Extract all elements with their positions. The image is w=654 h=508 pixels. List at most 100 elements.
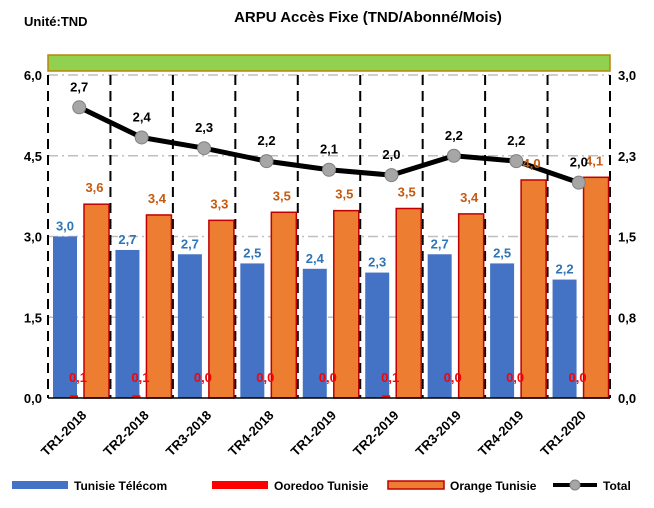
total-point <box>134 130 149 145</box>
bar-tunisie-telecom <box>177 254 202 398</box>
y-left-tick-label: 3,0 <box>24 230 42 245</box>
data-label-tunisie-telecom: 2,5 <box>493 245 511 260</box>
data-label-ooredoo: 0,0 <box>506 370 524 385</box>
bar-tunisie-telecom <box>115 249 140 398</box>
bar-orange <box>83 203 110 399</box>
x-tick-label: TR1-2020 <box>537 408 588 459</box>
data-label-total: 2,0 <box>570 155 588 170</box>
x-tick-label: TR1-2018 <box>38 408 89 459</box>
unit-label: Unité:TND <box>24 14 88 29</box>
data-label-total: 2,7 <box>70 79 88 94</box>
bar-ooredoo <box>132 395 141 398</box>
bar-orange <box>270 211 298 399</box>
title-banner <box>47 54 611 72</box>
data-label-orange: 3,3 <box>210 196 228 211</box>
data-label-total: 2,3 <box>195 120 213 135</box>
data-label-tunisie-telecom: 2,5 <box>243 245 261 260</box>
data-label-orange: 4,1 <box>585 153 603 168</box>
y-left-tick-label: 1,5 <box>24 310 42 325</box>
data-label-tunisie-telecom: 2,7 <box>118 232 136 247</box>
data-label-total: 2,2 <box>507 133 525 148</box>
bar-tunisie-telecom <box>240 263 265 398</box>
x-tick-label: TR4-2019 <box>475 408 526 459</box>
data-label-orange: 3,5 <box>335 187 353 202</box>
data-label-ooredoo: 0,1 <box>69 370 87 385</box>
total-point <box>322 162 336 177</box>
y-left-tick-label: 4,5 <box>24 149 42 164</box>
x-tick-label: TR4-2018 <box>225 408 276 459</box>
y-right-tick-label: 0,8 <box>618 310 636 325</box>
legend-label: Orange Tunisie <box>450 479 537 493</box>
total-point <box>446 148 461 163</box>
gridlines <box>47 74 611 398</box>
data-label-tunisie-telecom: 2,3 <box>368 255 386 270</box>
bar-orange <box>582 176 610 399</box>
data-label-total: 2,1 <box>320 142 338 157</box>
data-labels: 3,0 0,1 3,6 2,7 0,1 3,4 2,7 0,0 3,3 2,5 0,0 3,5 2,4 0… <box>56 79 603 385</box>
total-point <box>571 175 586 190</box>
bar-orange <box>208 219 235 399</box>
legend-label: Ooredoo Tunisie <box>274 479 369 493</box>
legend-label: Total <box>603 479 631 493</box>
bar-tunisie-telecom <box>365 272 390 398</box>
data-label-total: 2,2 <box>445 128 463 143</box>
data-label-orange: 4,0 <box>523 156 541 171</box>
data-label-ooredoo: 0,0 <box>569 370 587 385</box>
data-label-total: 2,2 <box>258 133 276 148</box>
bar-ooredoo <box>70 395 78 398</box>
legend-marker <box>569 479 581 491</box>
x-tick-label: TR1-2019 <box>288 408 339 459</box>
bar-tunisie-telecom <box>490 263 515 398</box>
total-point <box>509 154 524 169</box>
y-right-tick-label: 1,5 <box>618 230 636 245</box>
y-left-tick-label: 0,0 <box>24 391 42 406</box>
bar-marks <box>53 176 610 399</box>
legend-item-ooredoo: Ooredoo Tunisie <box>212 479 369 493</box>
total-point <box>259 154 274 169</box>
legend-swatch <box>12 481 68 489</box>
bar-orange <box>457 213 485 399</box>
data-label-orange: 3,4 <box>460 190 479 205</box>
bar-tunisie-telecom <box>427 254 452 398</box>
bar-tunisie-telecom <box>302 268 327 398</box>
data-label-orange: 3,5 <box>273 188 291 203</box>
data-label-ooredoo: 0,0 <box>256 370 274 385</box>
x-tick-label: TR3-2019 <box>413 408 464 459</box>
legend: Tunisie Télécom Ooredoo Tunisie Orange Tun… <box>12 479 631 493</box>
data-label-orange: 3,5 <box>398 185 416 200</box>
data-label-orange: 3,4 <box>148 191 167 206</box>
legend-swatch <box>387 480 445 490</box>
legend-label: Tunisie Télécom <box>74 479 167 493</box>
legend-item-orange: Orange Tunisie <box>387 479 537 493</box>
bar-orange <box>520 179 547 399</box>
data-label-ooredoo: 0,0 <box>319 370 337 385</box>
legend-item-tunisie-telecom: Tunisie Télécom <box>12 479 167 493</box>
y-right-tick-label: 0,0 <box>618 391 636 406</box>
chart-title: ARPU Accès Fixe (TND/Abonné/Mois) <box>234 9 502 26</box>
data-label-tunisie-telecom: 2,7 <box>181 236 199 251</box>
bar-tunisie-telecom <box>53 236 77 398</box>
data-label-orange: 3,6 <box>85 180 103 195</box>
total-line <box>72 100 586 190</box>
bar-tunisie-telecom <box>552 279 577 398</box>
legend-swatch <box>212 481 268 489</box>
data-label-tunisie-telecom: 2,2 <box>556 262 574 277</box>
x-tick-label: TR2-2018 <box>100 408 151 459</box>
data-label-tunisie-telecom: 2,4 <box>306 251 325 266</box>
data-label-total: 2,4 <box>133 109 152 124</box>
data-label-ooredoo: 0,0 <box>444 370 462 385</box>
data-label-ooredoo: 0,1 <box>131 370 149 385</box>
total-point <box>72 100 87 115</box>
x-tick-label: TR2-2019 <box>350 408 401 459</box>
y-right-tick-label: 2,3 <box>618 149 636 164</box>
x-tick-label: TR3-2018 <box>163 408 214 459</box>
bar-ooredoo <box>382 395 391 398</box>
y-left-tick-label: 6,0 <box>24 68 42 83</box>
data-label-tunisie-telecom: 3,0 <box>56 219 74 234</box>
data-label-ooredoo: 0,0 <box>194 370 212 385</box>
y-right-tick-label: 3,0 <box>618 68 636 83</box>
data-label-tunisie-telecom: 2,7 <box>431 236 449 251</box>
data-label-ooredoo: 0,1 <box>381 370 399 385</box>
data-label-total: 2,0 <box>382 147 400 162</box>
